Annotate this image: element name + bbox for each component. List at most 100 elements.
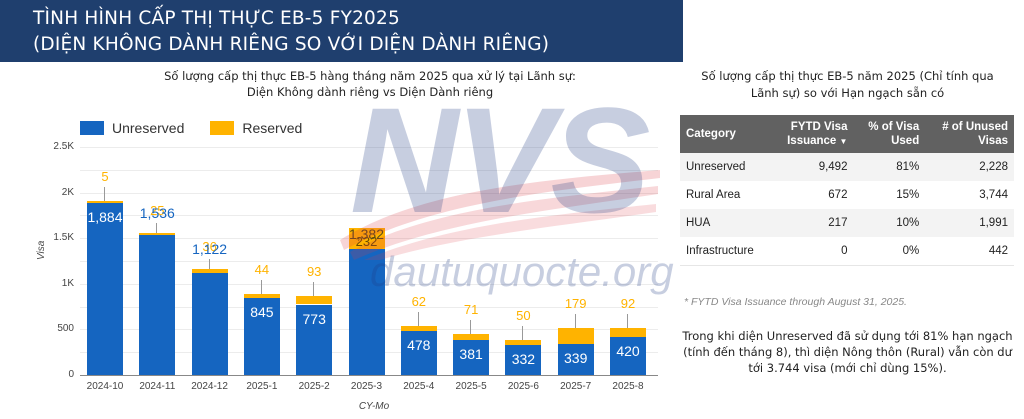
bar-segment-unreserved[interactable] [87, 203, 123, 375]
gridline [80, 169, 658, 171]
x-tick-label: 2025-6 [507, 381, 539, 392]
header-fytd-issuance[interactable]: FYTD Visa Issuance ▼ [770, 115, 854, 153]
bar-segment-unreserved[interactable] [191, 272, 228, 375]
unreserved-value-label: 1,122 [192, 241, 228, 258]
x-tick-label: 2025-8 [612, 381, 644, 392]
label-leader-line [260, 279, 262, 294]
y-tick-label: 2K [61, 186, 74, 198]
chart-plot-area: 5 1,884 25 1,536 36 1,122 44 845 93 773 232 1,382 62… [80, 147, 658, 376]
unreserved-value-label: 381 [459, 346, 483, 363]
cell-issuance: 0 [770, 237, 854, 266]
unreserved-value-label: 773 [302, 310, 326, 327]
table-title-line1: Số lượng cấp thị thực EB-5 năm 2025 (Chỉ… [701, 69, 994, 83]
bar-2025-4[interactable]: 62 478 [400, 147, 437, 375]
label-leader-line [104, 187, 105, 202]
bar-2025-8[interactable]: 92 420 [610, 147, 646, 375]
reserved-value-label: 179 [564, 295, 587, 311]
legend-item-unreserved[interactable]: Unreserved [80, 120, 184, 136]
bar-segment-reserved[interactable] [243, 293, 280, 298]
x-tick-label: 2024-10 [86, 381, 124, 392]
bar-segment-reserved[interactable] [610, 328, 646, 337]
bar-2024-10[interactable]: 5 1,884 [87, 147, 123, 375]
reserved-value-label: 36 [202, 239, 217, 255]
reserved-value-label: 25 [150, 202, 165, 218]
reserved-value-label: 71 [463, 301, 479, 317]
bar-segment-unreserved[interactable] [348, 248, 385, 375]
bar-segment-reserved[interactable] [348, 227, 385, 249]
bar-segment-unreserved[interactable] [243, 297, 280, 375]
bar-segment-unreserved[interactable] [505, 344, 542, 375]
x-tick-label: 2025-3 [350, 381, 383, 392]
unreserved-value-label: 845 [250, 303, 274, 320]
bar-segment-reserved[interactable] [505, 340, 542, 345]
summary-text: Trong khi diện Unreserved đã sử dụng tới… [682, 329, 1013, 375]
bar-segment-reserved[interactable] [453, 333, 490, 341]
bar-segment-unreserved[interactable] [139, 234, 176, 375]
bar-segment-reserved[interactable] [139, 232, 176, 235]
unreserved-value-label: 1,536 [139, 204, 175, 221]
label-leader-line [627, 314, 628, 329]
x-tick-label: 2025-5 [455, 381, 487, 392]
bar-segment-unreserved[interactable] [400, 331, 437, 375]
cell-unused: 1,991 [925, 209, 1014, 237]
bar-segment-unreserved[interactable] [557, 344, 594, 375]
legend-swatch-unreserved [80, 121, 104, 135]
legend-item-reserved[interactable]: Reserved [210, 120, 302, 136]
bar-2025-5[interactable]: 71 381 [453, 147, 490, 375]
header-unused-visas[interactable]: # of Unused Visas [925, 115, 1014, 153]
sort-descending-icon[interactable]: ▼ [839, 136, 848, 146]
bar-2024-12[interactable]: 36 1,122 [191, 147, 228, 375]
table-footnote: * FYTD Visa Issuance through August 31, … [684, 296, 907, 308]
bar-segment-unreserved[interactable] [296, 304, 333, 375]
unreserved-value-label: 339 [564, 350, 588, 367]
label-leader-line [522, 326, 524, 341]
y-axis-label: Visa [36, 240, 47, 260]
chart-legend: Unreserved Reserved [80, 120, 328, 136]
reserved-value-label: 232 [355, 233, 378, 249]
bar-segment-reserved[interactable] [191, 269, 228, 273]
bar-2025-2[interactable]: 93 773 [296, 147, 333, 375]
cell-category: Infrastructure [680, 237, 771, 266]
reserved-value-label: 50 [516, 308, 531, 324]
x-tick-label: 2024-11 [139, 381, 176, 392]
x-tick-label: 2024-12 [191, 381, 228, 392]
legend-label-unreserved: Unreserved [112, 120, 185, 136]
bar-segment-reserved[interactable] [557, 327, 594, 345]
bar-segment-reserved[interactable] [87, 201, 123, 204]
bar-2025-7[interactable]: 179 339 [557, 147, 594, 375]
bar-2024-11[interactable]: 25 1,536 [139, 147, 176, 375]
table-title-line2: Lãnh sự) so với Hạn ngạch sẵn có [750, 86, 945, 100]
bar-segment-unreserved[interactable] [610, 336, 646, 375]
legend-label-reserved: Reserved [242, 120, 303, 136]
bar-2025-1[interactable]: 44 845 [243, 147, 280, 375]
reserved-value-label: 62 [411, 293, 427, 309]
cell-pct-used: 0% [853, 237, 926, 266]
x-tick-label: 2025-1 [246, 381, 278, 392]
label-leader-line [417, 311, 419, 326]
reserved-value-label: 5 [101, 169, 109, 185]
x-tick-label: 2025-4 [403, 381, 435, 392]
cell-pct-used: 10% [853, 209, 926, 237]
bar-2025-6[interactable]: 50 332 [505, 147, 542, 375]
header-category[interactable]: Category [680, 115, 771, 153]
table-row: Rural Area 672 15% 3,744 [680, 181, 1014, 209]
bar-segment-reserved[interactable] [296, 296, 333, 305]
cell-issuance: 217 [770, 209, 854, 237]
cell-issuance: 9,492 [770, 153, 854, 181]
unreserved-value-label: 332 [511, 350, 536, 367]
title-banner: TÌNH HÌNH CẤP THỊ THỰC EB-5 FY2025 (DIỆN… [0, 0, 683, 62]
banner-title-line2: (DIỆN KHÔNG DÀNH RIÊNG SO VỚI DIỆN DÀNH … [33, 34, 550, 55]
label-leader-line [574, 313, 576, 328]
cell-pct-used: 15% [853, 181, 926, 209]
table-row: HUA 217 10% 1,991 [680, 209, 1014, 237]
chart-title: Số lượng cấp thị thực EB-5 hàng tháng nă… [100, 68, 640, 100]
header-pct-used[interactable]: % of Visa Used [853, 115, 926, 153]
bar-2025-3[interactable]: 232 1,382 [348, 147, 385, 375]
bar-segment-unreserved[interactable] [453, 340, 490, 375]
label-leader-line [208, 259, 210, 270]
banner-title-line1: TÌNH HÌNH CẤP THỊ THỰC EB-5 FY2025 [33, 8, 400, 29]
bar-segment-reserved[interactable] [400, 325, 437, 332]
cell-category: Unreserved [680, 153, 771, 181]
unreserved-value-label: 1,884 [87, 209, 123, 226]
y-tick-label: 1.5K [53, 232, 74, 244]
